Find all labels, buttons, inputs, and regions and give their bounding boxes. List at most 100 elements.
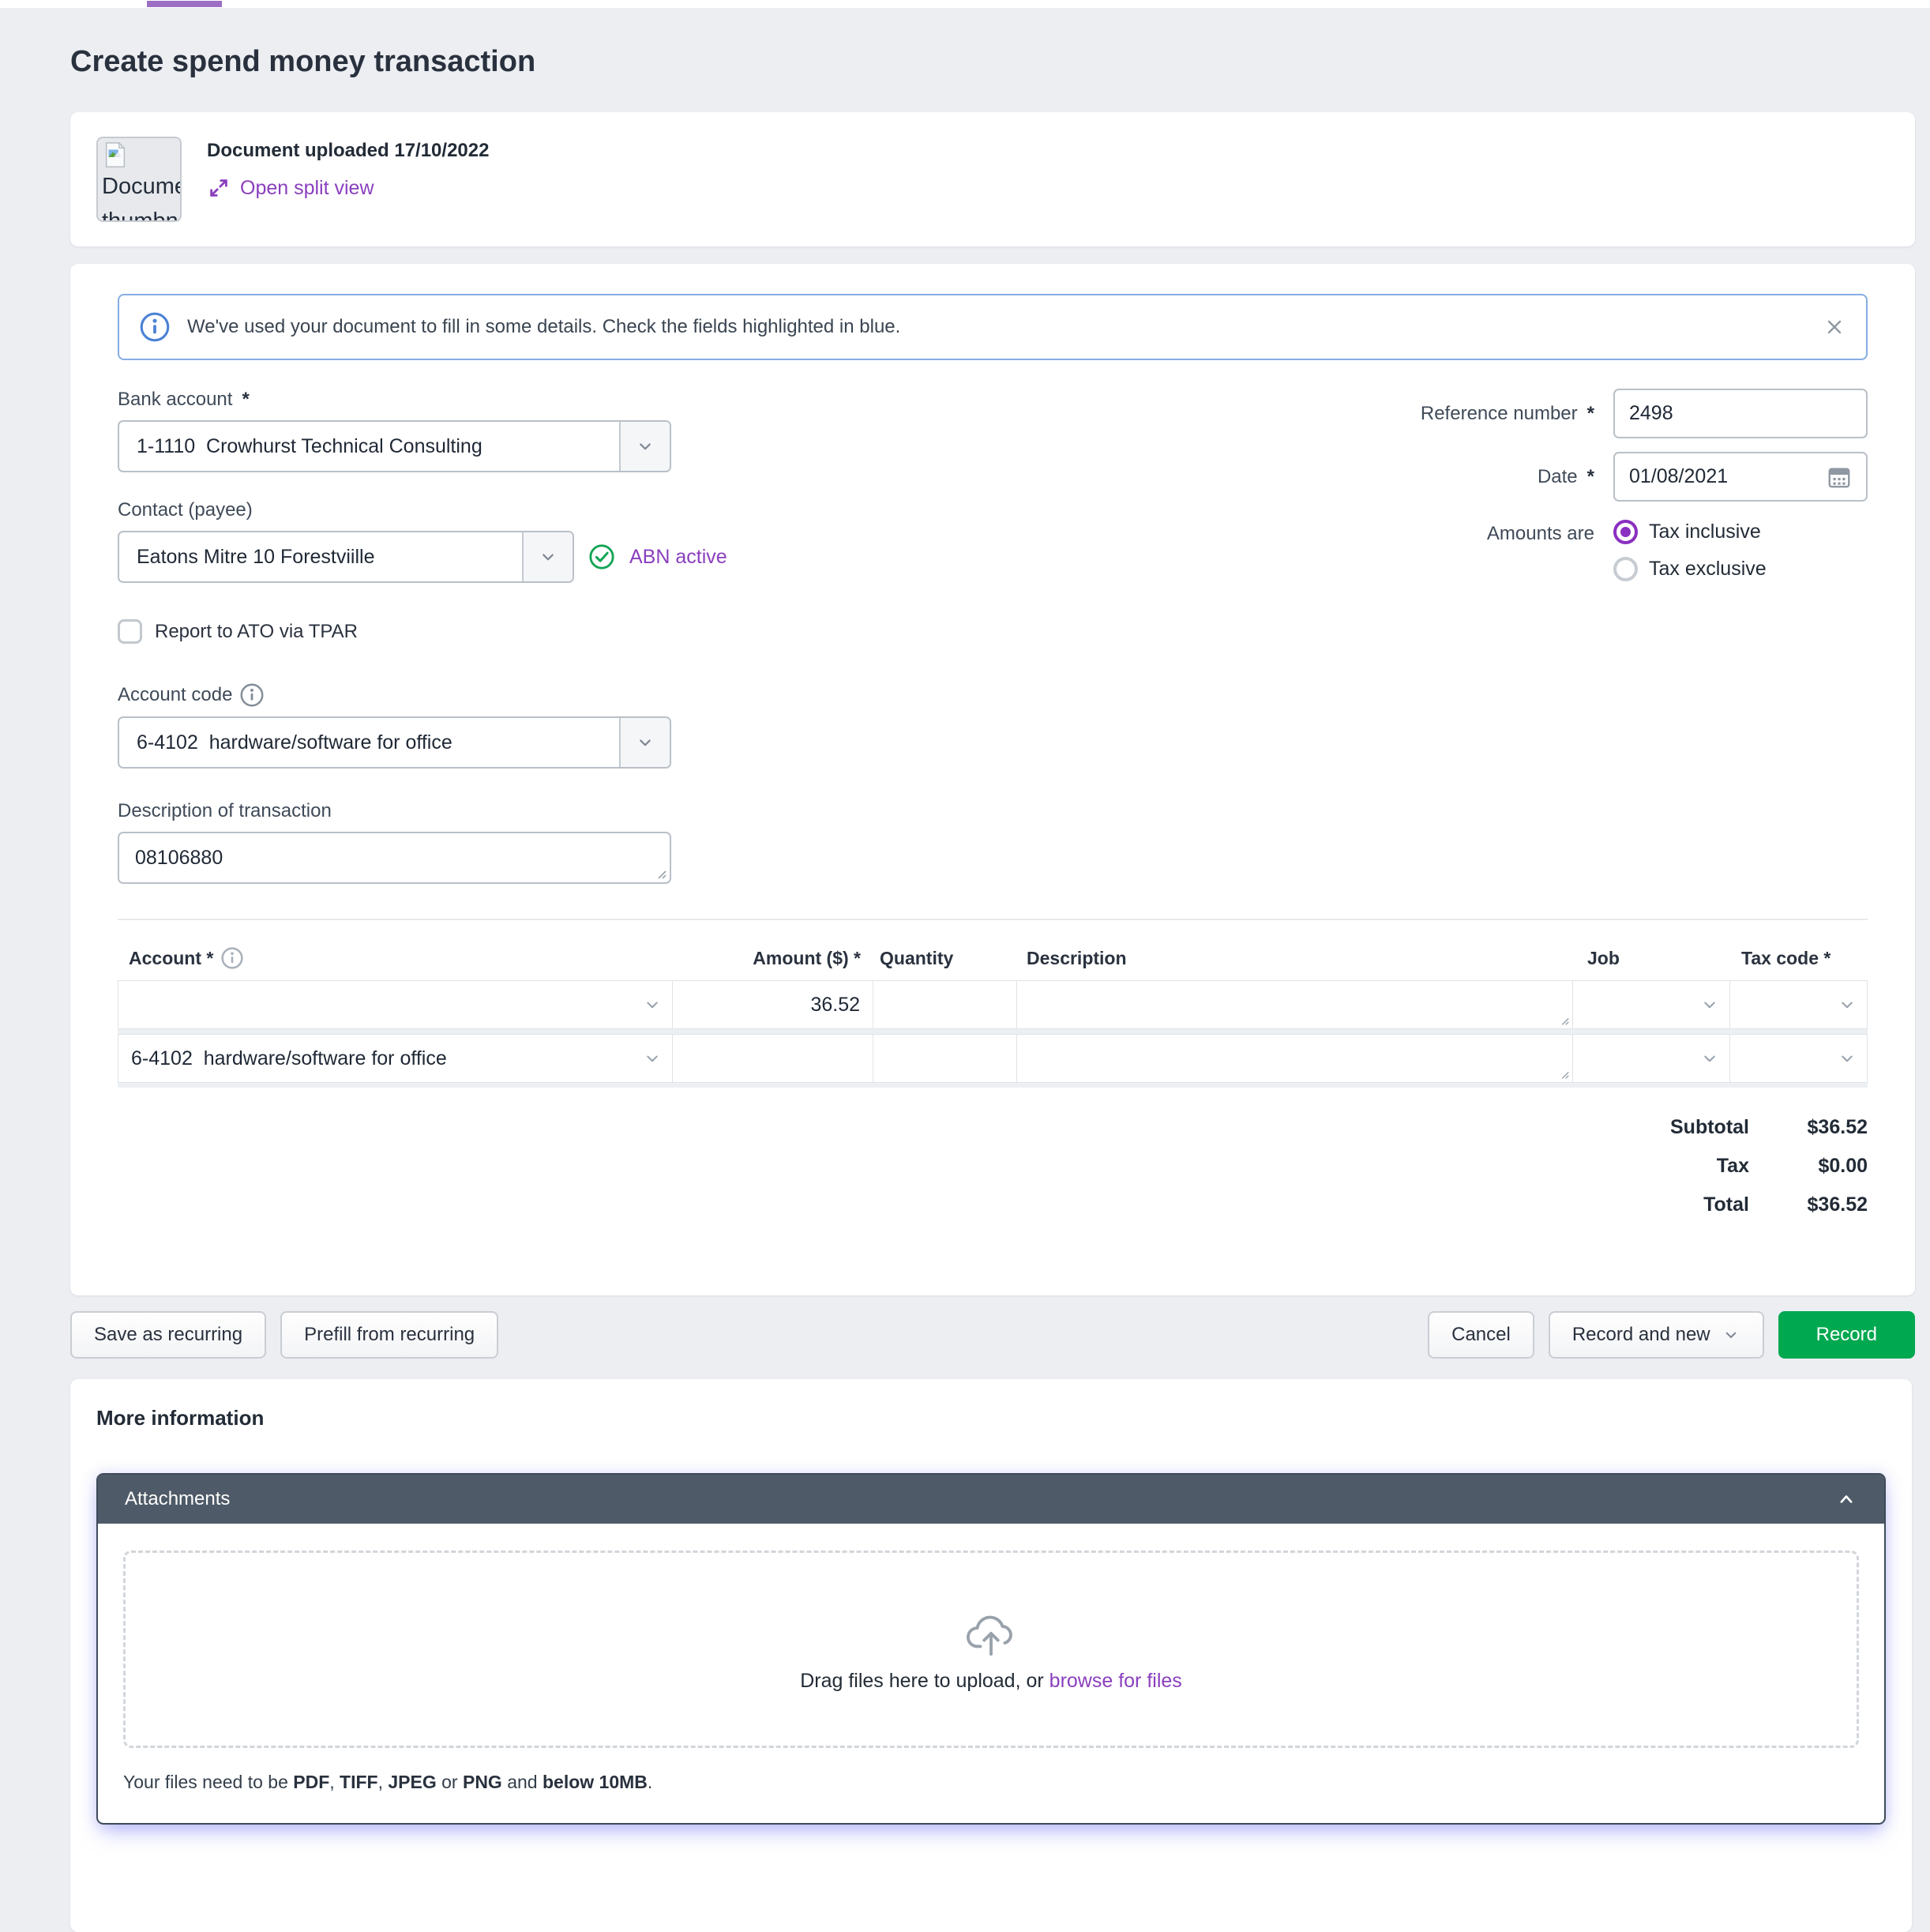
document-thumbnail[interactable]: Document thumbnail (96, 137, 182, 222)
row2-job-cell[interactable] (1573, 1034, 1730, 1083)
browse-for-files-link[interactable]: browse for files (1049, 1669, 1182, 1692)
line-items-table: Account * Amount ($) * Quantity Descript… (118, 947, 1868, 1088)
account-code-value: 6-4102 hardware/software for office (137, 731, 452, 754)
browser-top-strip (0, 0, 1930, 8)
save-as-recurring-button[interactable]: Save as recurring (70, 1311, 267, 1359)
radio-tax-inclusive[interactable]: Tax inclusive (1613, 520, 1868, 544)
tpar-checkbox[interactable] (118, 619, 142, 644)
bank-account-value: 1-1110 Crowhurst Technical Consulting (137, 434, 482, 457)
chevron-down-icon (1725, 1332, 1736, 1339)
resize-handle-icon[interactable] (655, 867, 667, 880)
banner-message: We've used your document to fill in some… (187, 316, 901, 337)
row1-amount-cell[interactable]: 36.52 (673, 980, 873, 1029)
abn-check-circle-icon (589, 544, 614, 569)
column-header-account: Account * (118, 947, 673, 969)
calendar-icon[interactable] (1827, 464, 1852, 490)
row2-account-cell[interactable]: 6-4102 hardware/software for office (118, 1034, 673, 1083)
attachments-panel: Attachments Drag files here to upload, o… (96, 1473, 1886, 1825)
row-separator (118, 1029, 1868, 1034)
row1-job-cell[interactable] (1573, 980, 1730, 1029)
drag-files-text: Drag files here to upload, or (800, 1669, 1049, 1692)
contact-label: Contact (payee) (118, 499, 253, 521)
tax-value: $0.00 (1818, 1155, 1868, 1177)
open-split-view-link[interactable]: Open split view (207, 176, 489, 200)
document-card: Document thumbnail Document uploaded 17/… (70, 112, 1915, 246)
column-header-quantity: Quantity (880, 947, 954, 968)
row2-description-cell[interactable] (1017, 1034, 1573, 1083)
open-split-view-label: Open split view (240, 176, 374, 199)
radio-button-unselected[interactable] (1613, 557, 1638, 581)
section-divider (118, 919, 1868, 920)
row1-description-cell[interactable] (1017, 980, 1573, 1029)
thumbnail-alt-text: Document thumbnail (102, 174, 180, 222)
date-input[interactable]: 01/08/2021 (1613, 452, 1868, 502)
description-label: Description of transaction (118, 800, 332, 821)
record-button[interactable]: Record (1778, 1311, 1915, 1359)
row-separator (118, 1083, 1868, 1088)
table-header-row: Account * Amount ($) * Quantity Descript… (118, 947, 1868, 980)
tpar-checkbox-row[interactable]: Report to ATO via TPAR (118, 619, 1868, 644)
bank-account-dropdown-button[interactable] (619, 422, 670, 471)
row1-quantity-cell[interactable] (873, 980, 1017, 1029)
tpar-label: Report to ATO via TPAR (155, 620, 358, 642)
action-bar: Save as recurring Prefill from recurring… (70, 1311, 1915, 1359)
table-row: 36.52 (118, 980, 1868, 1029)
chevron-down-icon (1704, 1055, 1715, 1062)
row2-amount-cell[interactable] (673, 1034, 873, 1083)
radio-button-selected[interactable] (1613, 520, 1638, 544)
row1-tax-code-cell[interactable] (1730, 980, 1868, 1029)
account-code-dropdown-button[interactable] (619, 718, 670, 767)
reference-input[interactable]: 2498 (1613, 389, 1868, 438)
radio-tax-exclusive[interactable]: Tax exclusive (1613, 557, 1868, 581)
banner-close-button[interactable] (1823, 316, 1846, 338)
reference-label: Reference number * (1420, 402, 1594, 424)
row2-tax-code-cell[interactable] (1730, 1034, 1868, 1083)
contact-dropdown-button[interactable] (522, 532, 573, 581)
prefill-from-recurring-button[interactable]: Prefill from recurring (280, 1311, 499, 1359)
table-row: 6-4102 hardware/software for office (118, 1034, 1868, 1083)
totals-summary: Subtotal $36.52 Tax $0.00 Total $36.52 (118, 1116, 1868, 1216)
contact-value: Eatons Mitre 10 Forestviille (137, 545, 375, 568)
row1-account-cell[interactable] (118, 980, 673, 1029)
record-and-new-button[interactable]: Record and new (1548, 1311, 1764, 1359)
chevron-down-icon (1842, 1002, 1853, 1009)
account-code-label: Account code (118, 683, 1868, 707)
resize-handle-icon[interactable] (1559, 1069, 1570, 1080)
description-value: 08106880 (135, 846, 223, 869)
chevron-down-icon (647, 1002, 658, 1009)
info-banner: We've used your document to fill in some… (118, 294, 1868, 360)
abn-active-link[interactable]: ABN active (629, 545, 727, 568)
tax-label: Tax (1716, 1155, 1749, 1177)
chevron-up-icon (1840, 1495, 1853, 1503)
broken-image-icon (105, 142, 126, 167)
info-icon (140, 312, 170, 342)
column-header-job: Job (1587, 947, 1620, 968)
attachments-header[interactable]: Attachments (98, 1475, 1884, 1524)
chevron-down-icon (647, 1055, 658, 1062)
more-information-card: More information Attachments Drag files … (70, 1379, 1912, 1932)
total-label: Total (1703, 1193, 1749, 1216)
bank-account-select[interactable]: 1-1110 Crowhurst Technical Consulting (118, 420, 671, 472)
attachments-title: Attachments (125, 1488, 231, 1509)
column-header-description: Description (1027, 947, 1127, 968)
chevron-down-icon (1704, 1002, 1715, 1009)
subtotal-value: $36.52 (1807, 1116, 1868, 1138)
info-icon (240, 683, 264, 707)
transaction-form-card: We've used your document to fill in some… (70, 264, 1915, 1295)
resize-handle-icon[interactable] (1559, 1015, 1570, 1026)
account-code-select[interactable]: 6-4102 hardware/software for office (118, 716, 671, 769)
file-requirements-text: Your files need to be PDF, TIFF, JPEG or… (123, 1772, 653, 1792)
bank-account-label: Bank account * (118, 389, 250, 410)
file-dropzone[interactable]: Drag files here to upload, or browse for… (123, 1550, 1859, 1748)
subtotal-label: Subtotal (1670, 1116, 1749, 1138)
row2-quantity-cell[interactable] (873, 1034, 1017, 1083)
chevron-down-icon (543, 554, 554, 561)
column-header-amount: Amount ($) * (753, 947, 861, 968)
cloud-upload-icon (967, 1615, 1012, 1656)
contact-select[interactable]: Eatons Mitre 10 Forestviille (118, 531, 574, 583)
expand-split-icon (210, 179, 227, 197)
cancel-button[interactable]: Cancel (1428, 1311, 1534, 1359)
description-textarea[interactable]: 08106880 (118, 832, 671, 884)
date-value: 01/08/2021 (1629, 465, 1729, 487)
collapse-toggle[interactable] (1835, 1488, 1857, 1510)
